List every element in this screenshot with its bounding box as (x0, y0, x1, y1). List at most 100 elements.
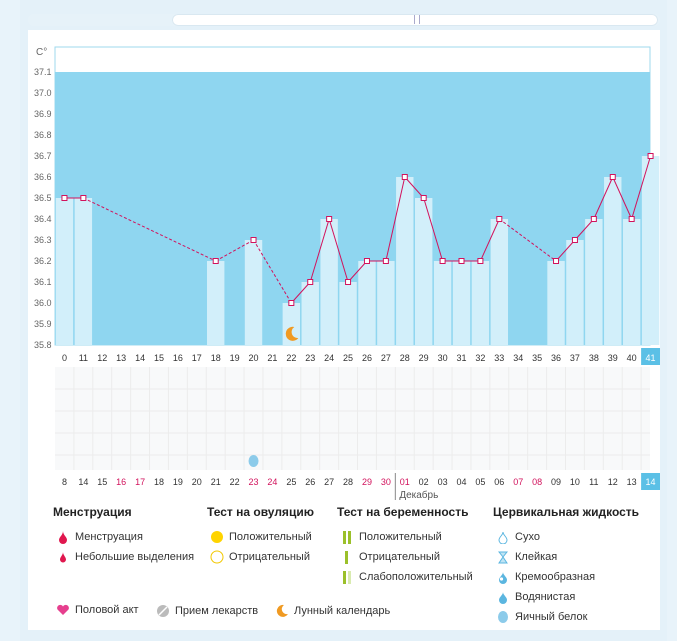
temperature-line (347, 260, 368, 283)
temperature-bar (471, 261, 490, 345)
cycle-day-label: 27 (381, 353, 391, 363)
legend-item: Водянистая (493, 587, 639, 607)
y-tick-label: 36.1 (34, 277, 52, 287)
blood-drop-icon (53, 530, 73, 544)
date-label: 19 (173, 477, 183, 487)
legend-label: Отрицательный (229, 551, 310, 563)
temperature-point (326, 216, 333, 222)
temperature-line (290, 281, 311, 304)
cycle-day-label: 36 (551, 353, 561, 363)
legend-cervical: Цервикальная жидкость Сухо Клейкая Кремо… (493, 505, 639, 627)
temperature-line (555, 239, 576, 262)
date-label: 16 (116, 477, 126, 487)
cycle-day-label: 14 (135, 353, 145, 363)
temperature-point (288, 300, 295, 306)
date-label: 25 (286, 477, 296, 487)
creamy-drop-icon (493, 571, 513, 584)
legend-label: Прием лекарств (175, 605, 259, 617)
date-label: 27 (324, 477, 334, 487)
filled-circle-icon (207, 530, 227, 544)
temperature-line (479, 218, 500, 262)
legend-item: Отрицательный (207, 547, 314, 567)
y-tick-label: 36.4 (34, 214, 52, 224)
legend-item: Сухо (493, 527, 639, 547)
y-tick-label: 36.2 (34, 256, 52, 266)
temperature-point (61, 195, 68, 201)
date-label: 08 (532, 477, 542, 487)
temperature-point (363, 258, 370, 264)
legend-menstruation: Менструация Менструация Небольшие выделе… (53, 505, 194, 567)
date-label: 15 (97, 477, 107, 487)
cycle-day-label: 40 (627, 353, 637, 363)
temperature-bar (433, 261, 452, 345)
legend-label: Яичный белок (515, 611, 588, 623)
legend-medication: Прием лекарств (153, 604, 258, 618)
cycle-day-label: 20 (249, 353, 259, 363)
temperature-point (345, 279, 352, 285)
y-tick-label: 36.7 (34, 151, 52, 161)
temperature-line (631, 155, 652, 220)
y-tick-label: 36.9 (34, 109, 52, 119)
temperature-bar (452, 261, 471, 345)
temperature-line (328, 218, 349, 283)
cycle-day-label: 28 (400, 353, 410, 363)
cycle-day-label: 12 (97, 353, 107, 363)
date-label: 20 (192, 477, 202, 487)
temperature-point (420, 195, 427, 201)
legend-label: Клейкая (515, 551, 558, 563)
legend-label: Половой акт (75, 604, 139, 616)
temperature-bar (396, 177, 414, 345)
date-label: 09 (551, 477, 561, 487)
temperature-line (593, 176, 614, 220)
temperature-bar (301, 282, 319, 345)
temperature-bar (547, 261, 565, 345)
y-tick-label: 36.5 (34, 193, 52, 203)
cycle-day-label: 39 (608, 353, 618, 363)
sticky-icon (493, 551, 513, 564)
scroll-grip-icon[interactable] (414, 15, 420, 24)
horizontal-scrollbar-thumb[interactable] (172, 14, 658, 26)
chart-panel: C° 35.8 35.9 36.0 36.1 36.2 36.3 36.4 36.5 36.6 36… (28, 30, 660, 630)
temperature-line (309, 218, 330, 283)
dry-drop-icon (493, 531, 513, 544)
temperature-bar (604, 177, 622, 345)
egg-white-icon (493, 610, 513, 624)
date-label: 10 (570, 477, 580, 487)
date-label: 02 (419, 477, 429, 487)
cycle-day-label: 21 (267, 353, 277, 363)
legend-lunar: Лунный календарь (272, 604, 390, 618)
cycle-day-label: 35 (532, 353, 542, 363)
legend-label: Положительный (229, 531, 312, 543)
temperature-line-dashed (215, 239, 254, 262)
temperature-bar (585, 219, 603, 345)
notes-grid (55, 367, 650, 470)
date-label: 05 (475, 477, 485, 487)
legend-item: Яичный белок (493, 607, 639, 627)
date-label: 29 (362, 477, 372, 487)
temperature-point (250, 237, 257, 243)
temperature-point (628, 216, 635, 222)
y-tick-label: 35.8 (34, 340, 52, 350)
date-label: 23 (249, 477, 259, 487)
legend-label: Сухо (515, 531, 540, 543)
cycle-day-label: 16 (173, 353, 183, 363)
cycle-day-label: 34 (513, 353, 523, 363)
watery-drop-icon (493, 591, 513, 604)
temperature-bar (622, 219, 641, 345)
single-bar-icon (337, 550, 357, 564)
date-label: 04 (456, 477, 466, 487)
temperature-point (590, 216, 597, 222)
cycle-day-label: 25 (343, 353, 353, 363)
moon-icon (285, 326, 299, 341)
temperature-bar (490, 219, 509, 345)
empty-circle-icon (207, 550, 227, 564)
legend-item: Клейкая (493, 547, 639, 567)
bbt-chart: C° 35.8 35.9 36.0 36.1 36.2 36.3 36.4 36.5 36.6 36… (34, 46, 660, 500)
temperature-point (439, 258, 446, 264)
temperature-point (553, 258, 560, 264)
legend-label: Лунный календарь (294, 605, 391, 617)
date-label: 14 (78, 477, 88, 487)
y-axis-unit: C° (36, 47, 47, 58)
legend-intercourse: Половой акт (53, 604, 139, 616)
temperature-point (477, 258, 484, 264)
